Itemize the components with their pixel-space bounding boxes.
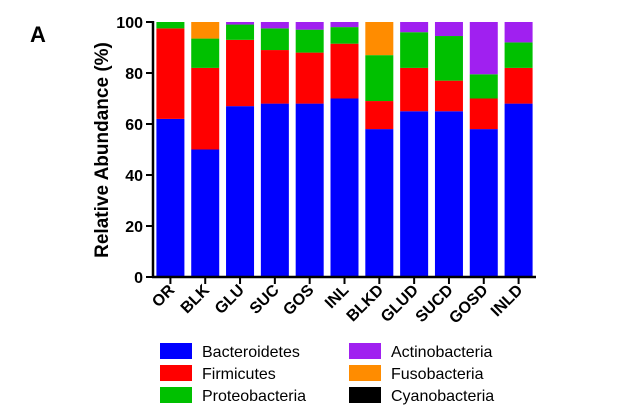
bar-segment-proteobacteria-gos — [295, 29, 324, 53]
bar-segment-bacteroidetes-suc — [260, 103, 289, 277]
bar-segment-proteobacteria-blk — [191, 38, 220, 68]
bar-segment-firmicutes-sucd — [434, 80, 463, 112]
legend: Bacteroidetes Firmicutes Proteobacteria Act… — [160, 343, 494, 405]
bar-segment-bacteroidetes-inld — [504, 103, 533, 277]
bar-segment-firmicutes-inl — [330, 43, 359, 99]
y-tick-label: 0 — [134, 270, 143, 287]
y-tick-label: 60 — [125, 117, 143, 134]
bar-segment-fusobacteria-blkd — [365, 22, 394, 56]
x-tick-label: BLKD — [344, 282, 387, 325]
legend-label-cyanobacteria: Cyanobacteria — [391, 388, 494, 405]
bar-segment-bacteroidetes-blkd — [365, 129, 394, 277]
bar-segment-bacteroidetes-gosd — [469, 129, 498, 277]
y-tick-label: 20 — [125, 219, 143, 236]
bar-segment-bacteroidetes-glud — [400, 111, 429, 277]
bar-segment-bacteroidetes-glu — [226, 106, 255, 278]
bar-segment-firmicutes-glud — [400, 67, 429, 112]
bar-segment-bacteroidetes-inl — [330, 98, 359, 277]
bar-segment-actinobacteria-glu — [226, 22, 255, 25]
bar-segment-proteobacteria-or — [156, 22, 185, 29]
bar-segment-firmicutes-inld — [504, 67, 533, 104]
bar-segment-firmicutes-glu — [226, 39, 255, 107]
legend-label-actinobacteria: Actinobacteria — [391, 344, 492, 361]
x-tick-label: GOS — [280, 282, 317, 319]
x-tick-label: INL — [322, 282, 352, 312]
bar-segment-proteobacteria-inld — [504, 42, 533, 68]
bar-segment-firmicutes-blkd — [365, 101, 394, 130]
bar-segment-firmicutes-gos — [295, 52, 324, 104]
bar-segment-bacteroidetes-gos — [295, 103, 324, 277]
bar-segment-proteobacteria-glu — [226, 24, 255, 40]
bar-segment-proteobacteria-blkd — [365, 55, 394, 102]
bar-segment-firmicutes-gosd — [469, 98, 498, 130]
x-tick-label: INLD — [488, 282, 526, 320]
y-axis-ticks: 0 20 40 60 80 100 — [116, 15, 153, 287]
x-tick-label: GLU — [212, 282, 248, 318]
bar-segment-actinobacteria-glud — [400, 22, 429, 33]
x-tick-label: BLK — [178, 281, 214, 317]
x-tick-label: GOSD — [446, 282, 491, 327]
bar-segment-fusobacteria-blk — [191, 22, 220, 39]
bar-segment-bacteroidetes-or — [156, 118, 185, 278]
legend-swatch-cyanobacteria — [349, 387, 381, 403]
bar-segment-proteobacteria-inl — [330, 27, 359, 44]
bar-segment-firmicutes-suc — [260, 50, 289, 104]
bar-segment-bacteroidetes-blk — [191, 149, 220, 277]
bars — [156, 22, 533, 278]
legend-label-fusobacteria: Fusobacteria — [391, 366, 484, 383]
x-tick-label: OR — [149, 281, 178, 310]
bar-segment-firmicutes-or — [156, 28, 185, 119]
y-axis-title: Relative Abundance (%) — [92, 42, 113, 258]
legend-swatch-fusobacteria — [349, 365, 381, 381]
panel-label: A — [30, 22, 46, 47]
bar-segment-actinobacteria-gos — [295, 22, 324, 30]
x-tick-label: SUC — [247, 281, 283, 317]
x-tick-label: GLUD — [378, 282, 422, 326]
legend-label-bacteroidetes: Bacteroidetes — [202, 344, 300, 361]
bar-segment-actinobacteria-inld — [504, 22, 533, 43]
bar-segment-actinobacteria-suc — [260, 22, 289, 29]
bar-segment-actinobacteria-inl — [330, 22, 359, 28]
bar-segment-proteobacteria-suc — [260, 28, 289, 51]
legend-label-proteobacteria: Proteobacteria — [202, 388, 306, 405]
axes — [151, 21, 536, 279]
bar-segment-proteobacteria-glud — [400, 32, 429, 68]
legend-swatch-proteobacteria — [160, 387, 192, 403]
bar-segment-firmicutes-blk — [191, 67, 220, 150]
bar-segment-actinobacteria-gosd — [469, 22, 498, 75]
y-tick-label: 40 — [125, 168, 143, 185]
legend-label-firmicutes: Firmicutes — [202, 366, 276, 383]
bar-segment-proteobacteria-gosd — [469, 74, 498, 99]
bar-segment-bacteroidetes-sucd — [434, 111, 463, 277]
legend-swatch-firmicutes — [160, 365, 192, 381]
y-tick-label: 80 — [125, 66, 143, 83]
y-tick-label: 100 — [116, 15, 143, 32]
legend-swatch-bacteroidetes — [160, 343, 192, 359]
bar-segment-proteobacteria-sucd — [434, 36, 463, 81]
bar-segment-actinobacteria-sucd — [434, 22, 463, 37]
legend-swatch-actinobacteria — [349, 343, 381, 359]
